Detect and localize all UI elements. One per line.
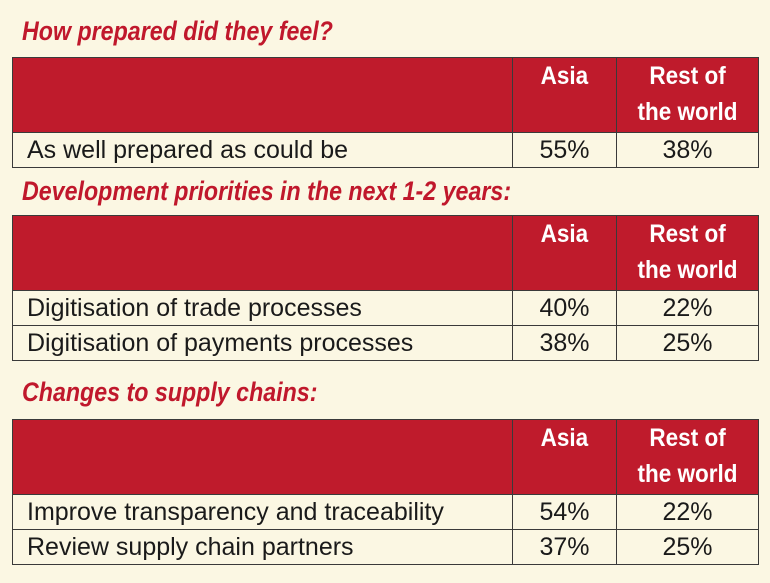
preparedness-table: Asia Rest of the world As well prepared … [12,57,759,168]
rest-of-world-value: 25% [616,529,759,565]
asia-value: 37% [512,529,617,565]
section-title-development-priorities: Development priorities in the next 1-2 y… [22,176,512,206]
header-cell-asia: Asia [512,215,617,291]
rest-of-world-value: 25% [616,325,759,361]
supply-chains-table: Asia Rest of the world Improve transpare… [12,419,759,565]
header-cell-asia: Asia [512,419,617,495]
header-cell-rest-of-world: Rest of the world [616,57,759,133]
table-header-row: Asia Rest of the world [12,57,759,133]
row-label: Improve transparency and traceability [12,494,513,530]
table-row: Digitisation of payments processes 38% 2… [12,325,759,361]
rest-of-world-value: 22% [616,290,759,326]
asia-value: 55% [512,132,617,168]
table-header-row: Asia Rest of the world [12,215,759,291]
table-row: Improve transparency and traceability 54… [12,494,759,530]
rest-of-world-value: 38% [616,132,759,168]
row-label: Review supply chain partners [12,529,513,565]
header-cell-blank [12,419,513,495]
development-priorities-table: Asia Rest of the world Digitisation of t… [12,215,759,361]
section-title-supply-chains: Changes to supply chains: [22,377,318,407]
header-cell-rest-of-world: Rest of the world [616,419,759,495]
header-cell-rest-of-world: Rest of the world [616,215,759,291]
table-row: Review supply chain partners 37% 25% [12,529,759,565]
table-row: Digitisation of trade processes 40% 22% [12,290,759,326]
table-row: As well prepared as could be 55% 38% [12,132,759,168]
header-cell-blank [12,215,513,291]
table-header-row: Asia Rest of the world [12,419,759,495]
row-label: As well prepared as could be [12,132,513,168]
rest-of-world-value: 22% [616,494,759,530]
section-title-preparedness: How prepared did they feel? [22,16,333,46]
row-label: Digitisation of payments processes [12,325,513,361]
asia-value: 40% [512,290,617,326]
asia-value: 38% [512,325,617,361]
header-cell-blank [12,57,513,133]
asia-value: 54% [512,494,617,530]
row-label: Digitisation of trade processes [12,290,513,326]
header-cell-asia: Asia [512,57,617,133]
